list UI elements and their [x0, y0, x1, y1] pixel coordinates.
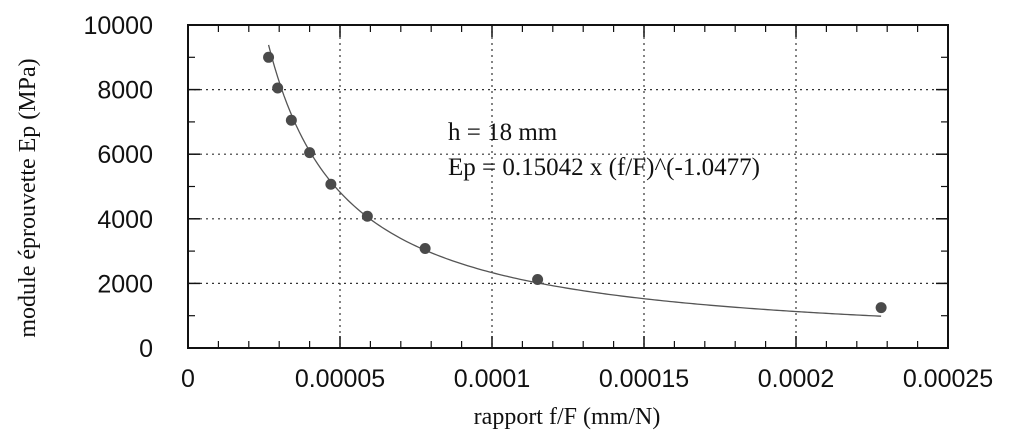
x-tick-label: 0.00015 [599, 365, 689, 393]
data-point [419, 243, 431, 255]
gridlines [188, 25, 948, 348]
y-tick-label: 6000 [97, 141, 153, 169]
x-tick-label: 0.0002 [758, 365, 834, 393]
x-tick-label: 0.00025 [903, 365, 993, 393]
minor-ticks [187, 24, 949, 349]
x-tick-label: 0.0001 [454, 365, 530, 393]
x-tick-label: 0 [181, 365, 195, 393]
data-point [361, 210, 373, 222]
x-tick-label: 0.00005 [295, 365, 385, 393]
data-point [325, 178, 337, 190]
x-tick-labels: 0 0.00005 0.0001 0.00015 0.0002 0.00025 [181, 365, 993, 393]
data-point [304, 147, 316, 159]
data-point [532, 274, 544, 286]
y-tick-label: 2000 [97, 270, 153, 298]
y-tick-label: 4000 [97, 206, 153, 234]
annotation-equation: Ep = 0.15042 x (f/F)^(-1.0477) [448, 154, 760, 181]
y-tick-labels: 0 2000 4000 6000 8000 10000 [83, 12, 153, 363]
data-point [263, 51, 275, 63]
plot-frame [187, 24, 949, 349]
y-tick-label: 0 [139, 335, 153, 363]
x-axis-title: rapport f/F (mm/N) [474, 404, 661, 430]
data-points [263, 51, 887, 314]
y-axis-title: module éprouvette Ep (MPa) [15, 58, 41, 337]
y-tick-label: 8000 [97, 77, 153, 105]
y-tick-label: 10000 [83, 12, 153, 40]
data-point [285, 114, 297, 126]
annotation-height: h = 18 mm [448, 119, 558, 146]
data-point [875, 302, 887, 314]
data-point [272, 82, 284, 94]
